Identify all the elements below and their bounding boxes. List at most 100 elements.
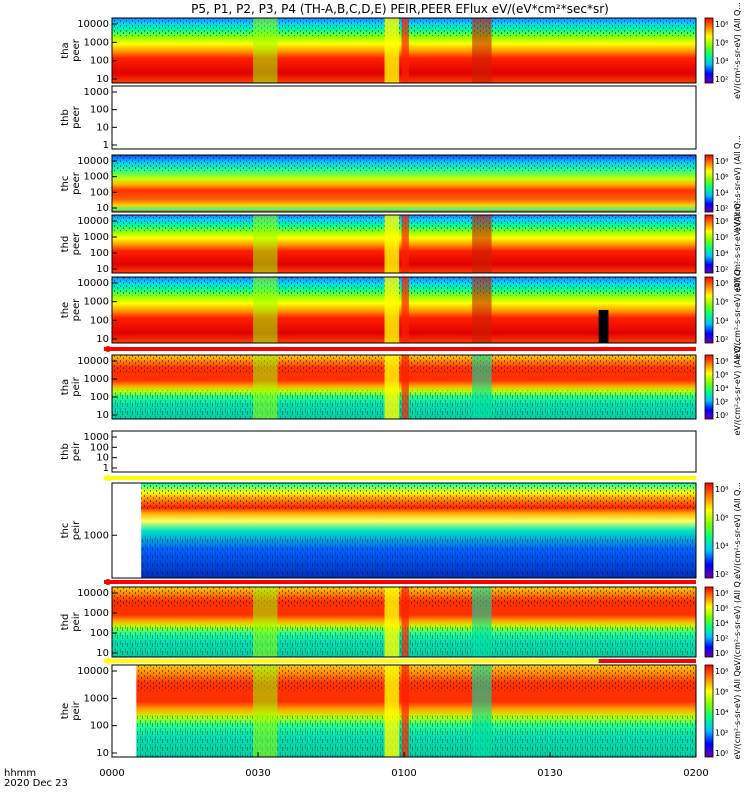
colorbar-tick-label: 10⁰ <box>715 411 728 420</box>
x-tick-label: 0200 <box>683 768 708 779</box>
noise-texture <box>136 665 697 691</box>
event-feature <box>384 18 400 83</box>
flag-bar <box>104 476 696 480</box>
y-tick-label: 100 <box>90 721 109 732</box>
event-feature <box>253 18 278 83</box>
panel-frame <box>111 214 697 274</box>
y-axis-label: tha <box>60 379 71 395</box>
x-tick-label: 0100 <box>391 768 416 779</box>
flag-bar <box>598 659 696 663</box>
panel-the-peir: 10000 1000 100 10 the peir 10⁸ 10⁶ 10⁴ 10² 10⁰ eV/(… <box>60 663 742 760</box>
event-feature <box>384 665 400 757</box>
flag-bar <box>104 347 696 351</box>
y-axis-label: peer <box>71 171 82 195</box>
y-tick-label: 10000 <box>77 19 109 30</box>
y-axis-label: peer <box>71 298 82 322</box>
colorbar-tick-label: 10⁸ <box>715 279 728 288</box>
y-tick-label: 1000 <box>84 608 109 619</box>
event-feature <box>472 18 492 83</box>
noise-texture <box>141 535 696 578</box>
y-axis-label: peer <box>71 232 82 256</box>
colorbar-tick-label: 10⁸ <box>715 357 728 366</box>
x-axis-label: hhmm <box>4 768 36 779</box>
y-tick-label: 10 <box>96 453 109 464</box>
colorbar-tick-label: 10² <box>715 265 728 274</box>
y-axis-label: peir <box>71 520 82 540</box>
colorbar-label: eV/(cm²-s-sr-eV) (All Q... <box>733 663 742 760</box>
panel-frame <box>111 85 697 150</box>
y-tick-label: 100 <box>90 442 109 453</box>
colorbar-tick-label: 10⁶ <box>715 371 728 380</box>
flag-marker <box>105 346 111 352</box>
flag-marker <box>105 579 111 585</box>
event-feature <box>472 665 492 757</box>
y-tick-label: 1000 <box>84 530 109 541</box>
colorbar-label: eV/(cm²-s-sr-eV) (All Q... <box>733 135 742 232</box>
colorbar <box>704 214 714 274</box>
date-label: 2020 Dec 23 <box>4 778 68 789</box>
colorbar-tick-label: 10⁸ <box>715 589 728 598</box>
colorbar-tick-label: 10⁴ <box>715 619 728 628</box>
y-axis-label: peir <box>71 700 82 720</box>
colorbar-tick-label: 10⁴ <box>715 249 728 258</box>
colorbar-tick-label: 10⁶ <box>715 604 728 613</box>
y-axis-label: thb <box>60 443 71 460</box>
y-tick-label: 10 <box>96 203 109 214</box>
colorbar <box>704 354 714 420</box>
colorbar-tick-label: 10⁶ <box>715 38 728 47</box>
colorbar <box>704 276 714 344</box>
y-tick-label: 100 <box>90 187 109 198</box>
noise-texture <box>112 155 696 171</box>
panel-frame <box>111 430 697 473</box>
colorbar-tick-label: 10⁴ <box>715 708 728 717</box>
event-feature <box>253 355 278 419</box>
y-tick-label: 10000 <box>77 356 109 367</box>
y-axis-label: peir <box>71 376 82 396</box>
event-feature <box>253 587 278 657</box>
y-tick-label: 1 <box>103 140 109 151</box>
y-tick-label: 100 <box>90 248 109 259</box>
y-tick-label: 1000 <box>84 232 109 243</box>
panel-frame <box>111 354 697 420</box>
colorbar-tick-label: 10⁶ <box>715 298 728 307</box>
colorbar <box>704 154 714 213</box>
colorbar-tick-label: 10⁴ <box>715 384 728 393</box>
colorbar-tick-label: 10⁸ <box>715 217 728 226</box>
noise-texture <box>136 715 697 757</box>
noise-texture <box>141 483 696 510</box>
event-feature <box>401 355 409 419</box>
y-axis-label: peir <box>71 441 82 461</box>
y-tick-label: 1000 <box>84 297 109 308</box>
colorbar-label: eV/(cm²-s-sr-eV) (All Q... <box>733 2 742 99</box>
colorbar-label: eV/(cm²-s-sr-eV) (All Q... <box>733 196 742 293</box>
y-axis-label: peer <box>71 105 82 129</box>
y-axis-label: thc <box>60 523 71 539</box>
y-tick-label: 1000 <box>84 87 109 98</box>
colorbar-tick-label: 10⁸ <box>715 20 728 29</box>
y-axis-label: the <box>60 703 71 719</box>
y-tick-label: 100 <box>90 392 109 403</box>
y-axis-label: the <box>60 302 71 318</box>
event-feature <box>253 665 278 757</box>
event-feature <box>384 587 400 657</box>
panel-frame <box>111 17 697 84</box>
y-tick-label: 100 <box>90 56 109 67</box>
colorbar-label: eV/(cm²-s-sr-eV) (All Q... <box>733 339 742 436</box>
x-axis: 0000 0030 0100 0130 0200 <box>99 752 709 779</box>
colorbar-tick-label: 10⁴ <box>715 57 728 66</box>
event-feature <box>384 277 400 343</box>
y-tick-label: 10 <box>96 334 109 345</box>
y-tick-label: 1000 <box>84 37 109 48</box>
event-feature <box>472 355 492 419</box>
colorbar-tick-label: 10⁴ <box>715 188 728 197</box>
y-tick-label: 10000 <box>77 216 109 227</box>
event-feature <box>401 215 409 273</box>
y-tick-label: 1000 <box>84 374 109 385</box>
event-feature <box>472 587 492 657</box>
y-tick-label: 1 <box>103 463 109 474</box>
flag-marker <box>105 658 111 664</box>
colorbar-tick-label: 10⁸ <box>715 485 728 494</box>
colorbar-tick-label: 10⁶ <box>715 513 728 522</box>
y-tick-label: 10000 <box>77 666 109 677</box>
